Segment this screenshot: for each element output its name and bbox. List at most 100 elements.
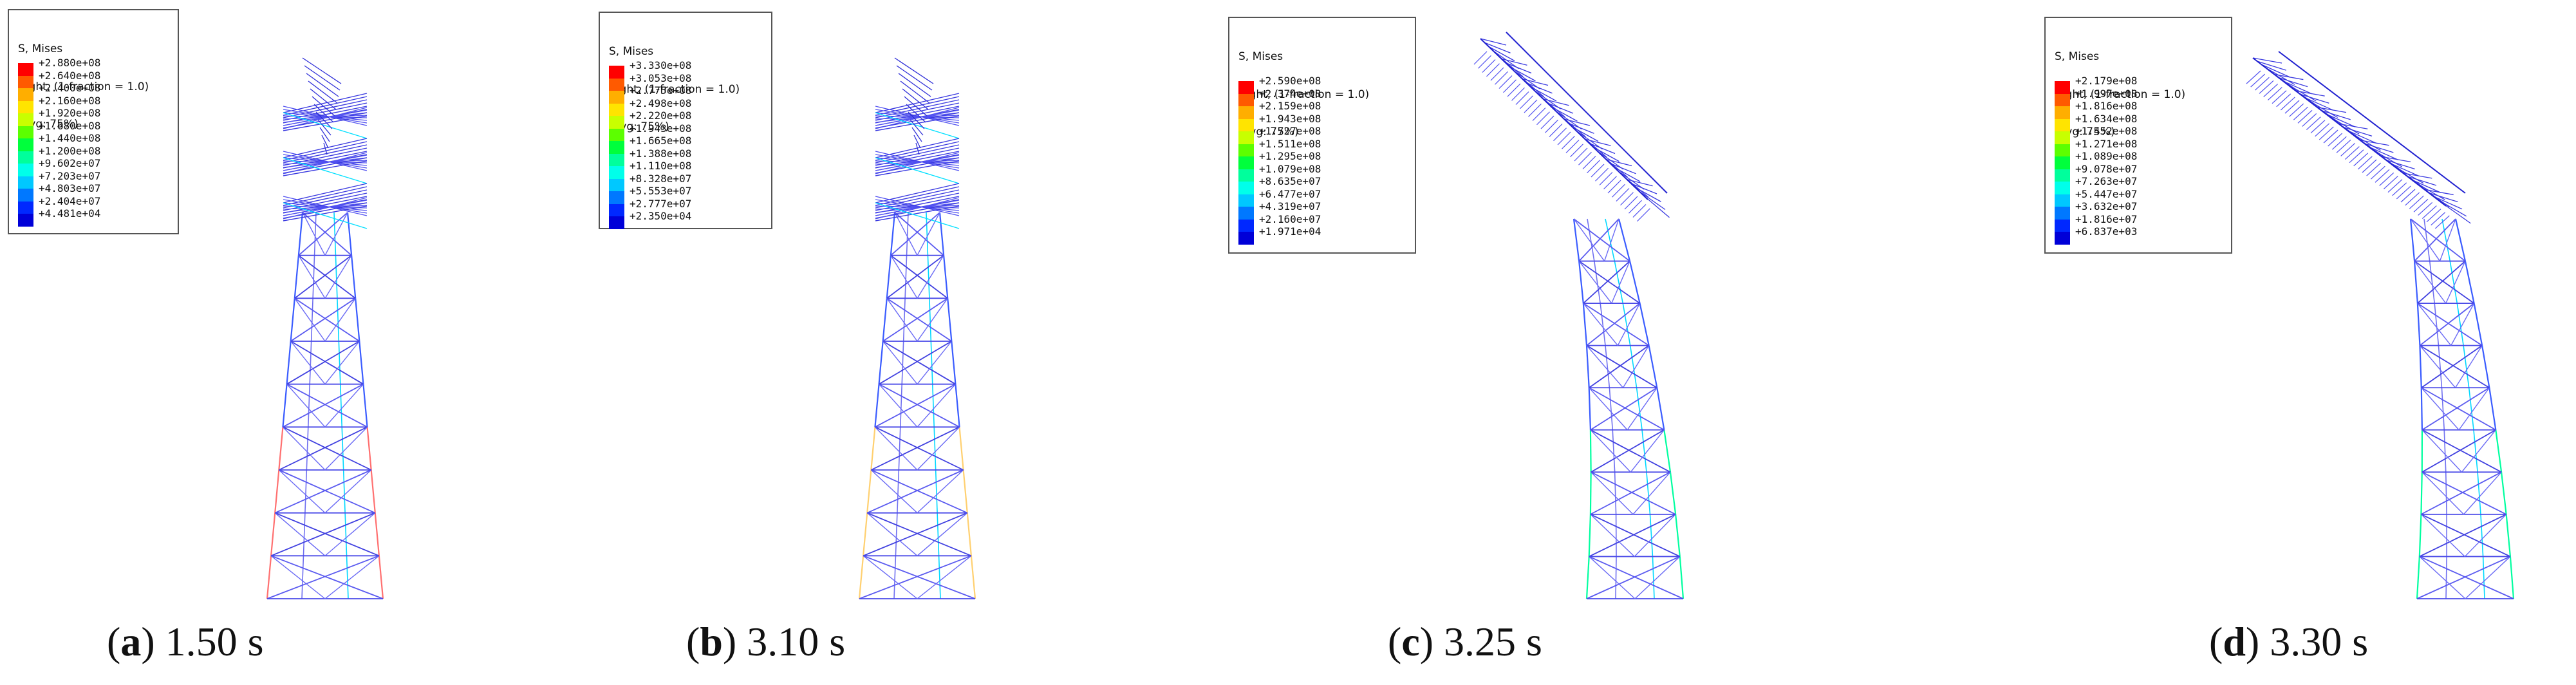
legend-value: +2.374e+08 <box>1259 87 1321 100</box>
truss-member <box>294 255 299 299</box>
truss-member <box>1641 429 1647 473</box>
truss-member <box>875 192 960 211</box>
truss-member <box>2445 472 2447 514</box>
legend-swatch <box>18 63 33 76</box>
truss-member <box>894 57 934 84</box>
truss-member <box>309 341 312 384</box>
truss-member <box>2315 123 2330 137</box>
truss-member <box>900 80 930 104</box>
truss-member <box>1547 102 1574 114</box>
legend-swatch <box>2055 219 2070 232</box>
truss-member <box>312 96 335 117</box>
truss-member <box>2419 556 2466 599</box>
truss-member <box>1585 345 1590 388</box>
truss-member <box>2357 156 2373 170</box>
legend-value: +2.775e+08 <box>630 84 692 97</box>
truss-member <box>1503 79 1517 93</box>
legend-swatch <box>1238 93 1254 106</box>
truss-member <box>1486 63 1500 77</box>
truss-member <box>286 384 326 427</box>
caption-time: 3.30 s <box>2270 619 2369 664</box>
legend-value: +9.078e+07 <box>2075 162 2138 175</box>
truss-member <box>1587 218 1595 261</box>
truss-member <box>955 384 960 427</box>
truss-member <box>324 341 360 385</box>
truss-member <box>938 556 941 599</box>
legend-swatch <box>1238 131 1254 144</box>
truss-member <box>938 212 945 256</box>
truss-member <box>1578 218 1619 262</box>
truss-member <box>1515 91 1529 105</box>
truss-member <box>1495 71 1508 85</box>
truss-member <box>341 427 344 471</box>
legend-value: +1.079e+08 <box>1259 162 1321 175</box>
truss-member <box>1603 218 1619 261</box>
truss-member <box>870 426 960 471</box>
truss-member <box>875 107 960 129</box>
truss-member <box>278 427 284 471</box>
truss-member <box>875 96 960 116</box>
truss-member <box>917 555 972 599</box>
legend-swatch <box>1238 106 1254 119</box>
truss-member <box>1583 303 1618 346</box>
truss-member <box>1629 345 1638 388</box>
truss-member <box>2419 344 2490 388</box>
truss-member <box>2477 472 2481 514</box>
truss-member <box>1545 119 1558 133</box>
truss-member <box>2418 514 2422 557</box>
truss-member <box>301 556 304 599</box>
truss-member <box>1589 344 1650 388</box>
truss-member <box>2421 471 2502 515</box>
truss-member <box>1591 164 1605 178</box>
truss-member <box>1622 303 1631 346</box>
truss-member <box>342 469 346 513</box>
legend-value: +2.159e+08 <box>1259 100 1321 112</box>
truss-member <box>294 297 360 342</box>
truss-member <box>1589 387 1665 431</box>
truss-member <box>1568 122 1594 134</box>
caption-b: (b) 3.10 s <box>686 619 846 664</box>
truss-member <box>2454 218 2467 261</box>
truss-member <box>2326 113 2355 127</box>
truss-member <box>2321 110 2351 120</box>
truss-member <box>2310 120 2326 134</box>
legend-swatch <box>18 176 33 189</box>
truss-member <box>283 157 368 184</box>
truss-member <box>859 555 972 599</box>
truss-member <box>866 512 918 556</box>
truss-member <box>324 426 368 471</box>
truss-member <box>2405 192 2420 206</box>
truss-member <box>2421 344 2483 388</box>
truss-member <box>1501 58 1527 66</box>
truss-member <box>1507 83 1521 97</box>
truss-member <box>2381 156 2411 162</box>
legend-swatch <box>609 103 624 116</box>
truss-member <box>2429 192 2458 203</box>
truss-member <box>1509 66 1536 82</box>
legend-swatch <box>609 153 624 166</box>
truss-member <box>875 426 964 471</box>
truss-member <box>863 555 918 599</box>
caption-time: 3.25 s <box>1444 619 1542 664</box>
truss-member <box>1591 471 1676 515</box>
truss-member <box>366 427 372 471</box>
truss-member <box>286 341 360 385</box>
truss-member <box>274 512 380 557</box>
truss-member <box>278 469 376 514</box>
truss-member <box>324 555 380 599</box>
legend-swatch <box>1238 81 1254 94</box>
truss-member <box>1589 556 1684 599</box>
truss-member <box>890 212 940 256</box>
truss-member <box>863 512 968 557</box>
truss-member <box>1614 472 1617 514</box>
truss-member <box>310 298 313 342</box>
truss-member <box>906 104 926 123</box>
truss-member <box>306 427 309 471</box>
truss-member <box>2501 472 2507 515</box>
truss-member <box>917 255 944 299</box>
truss-member <box>2481 345 2490 388</box>
truss-member <box>324 384 364 427</box>
truss-member <box>2409 218 2416 261</box>
truss-member <box>283 426 372 471</box>
truss-member <box>962 469 968 513</box>
